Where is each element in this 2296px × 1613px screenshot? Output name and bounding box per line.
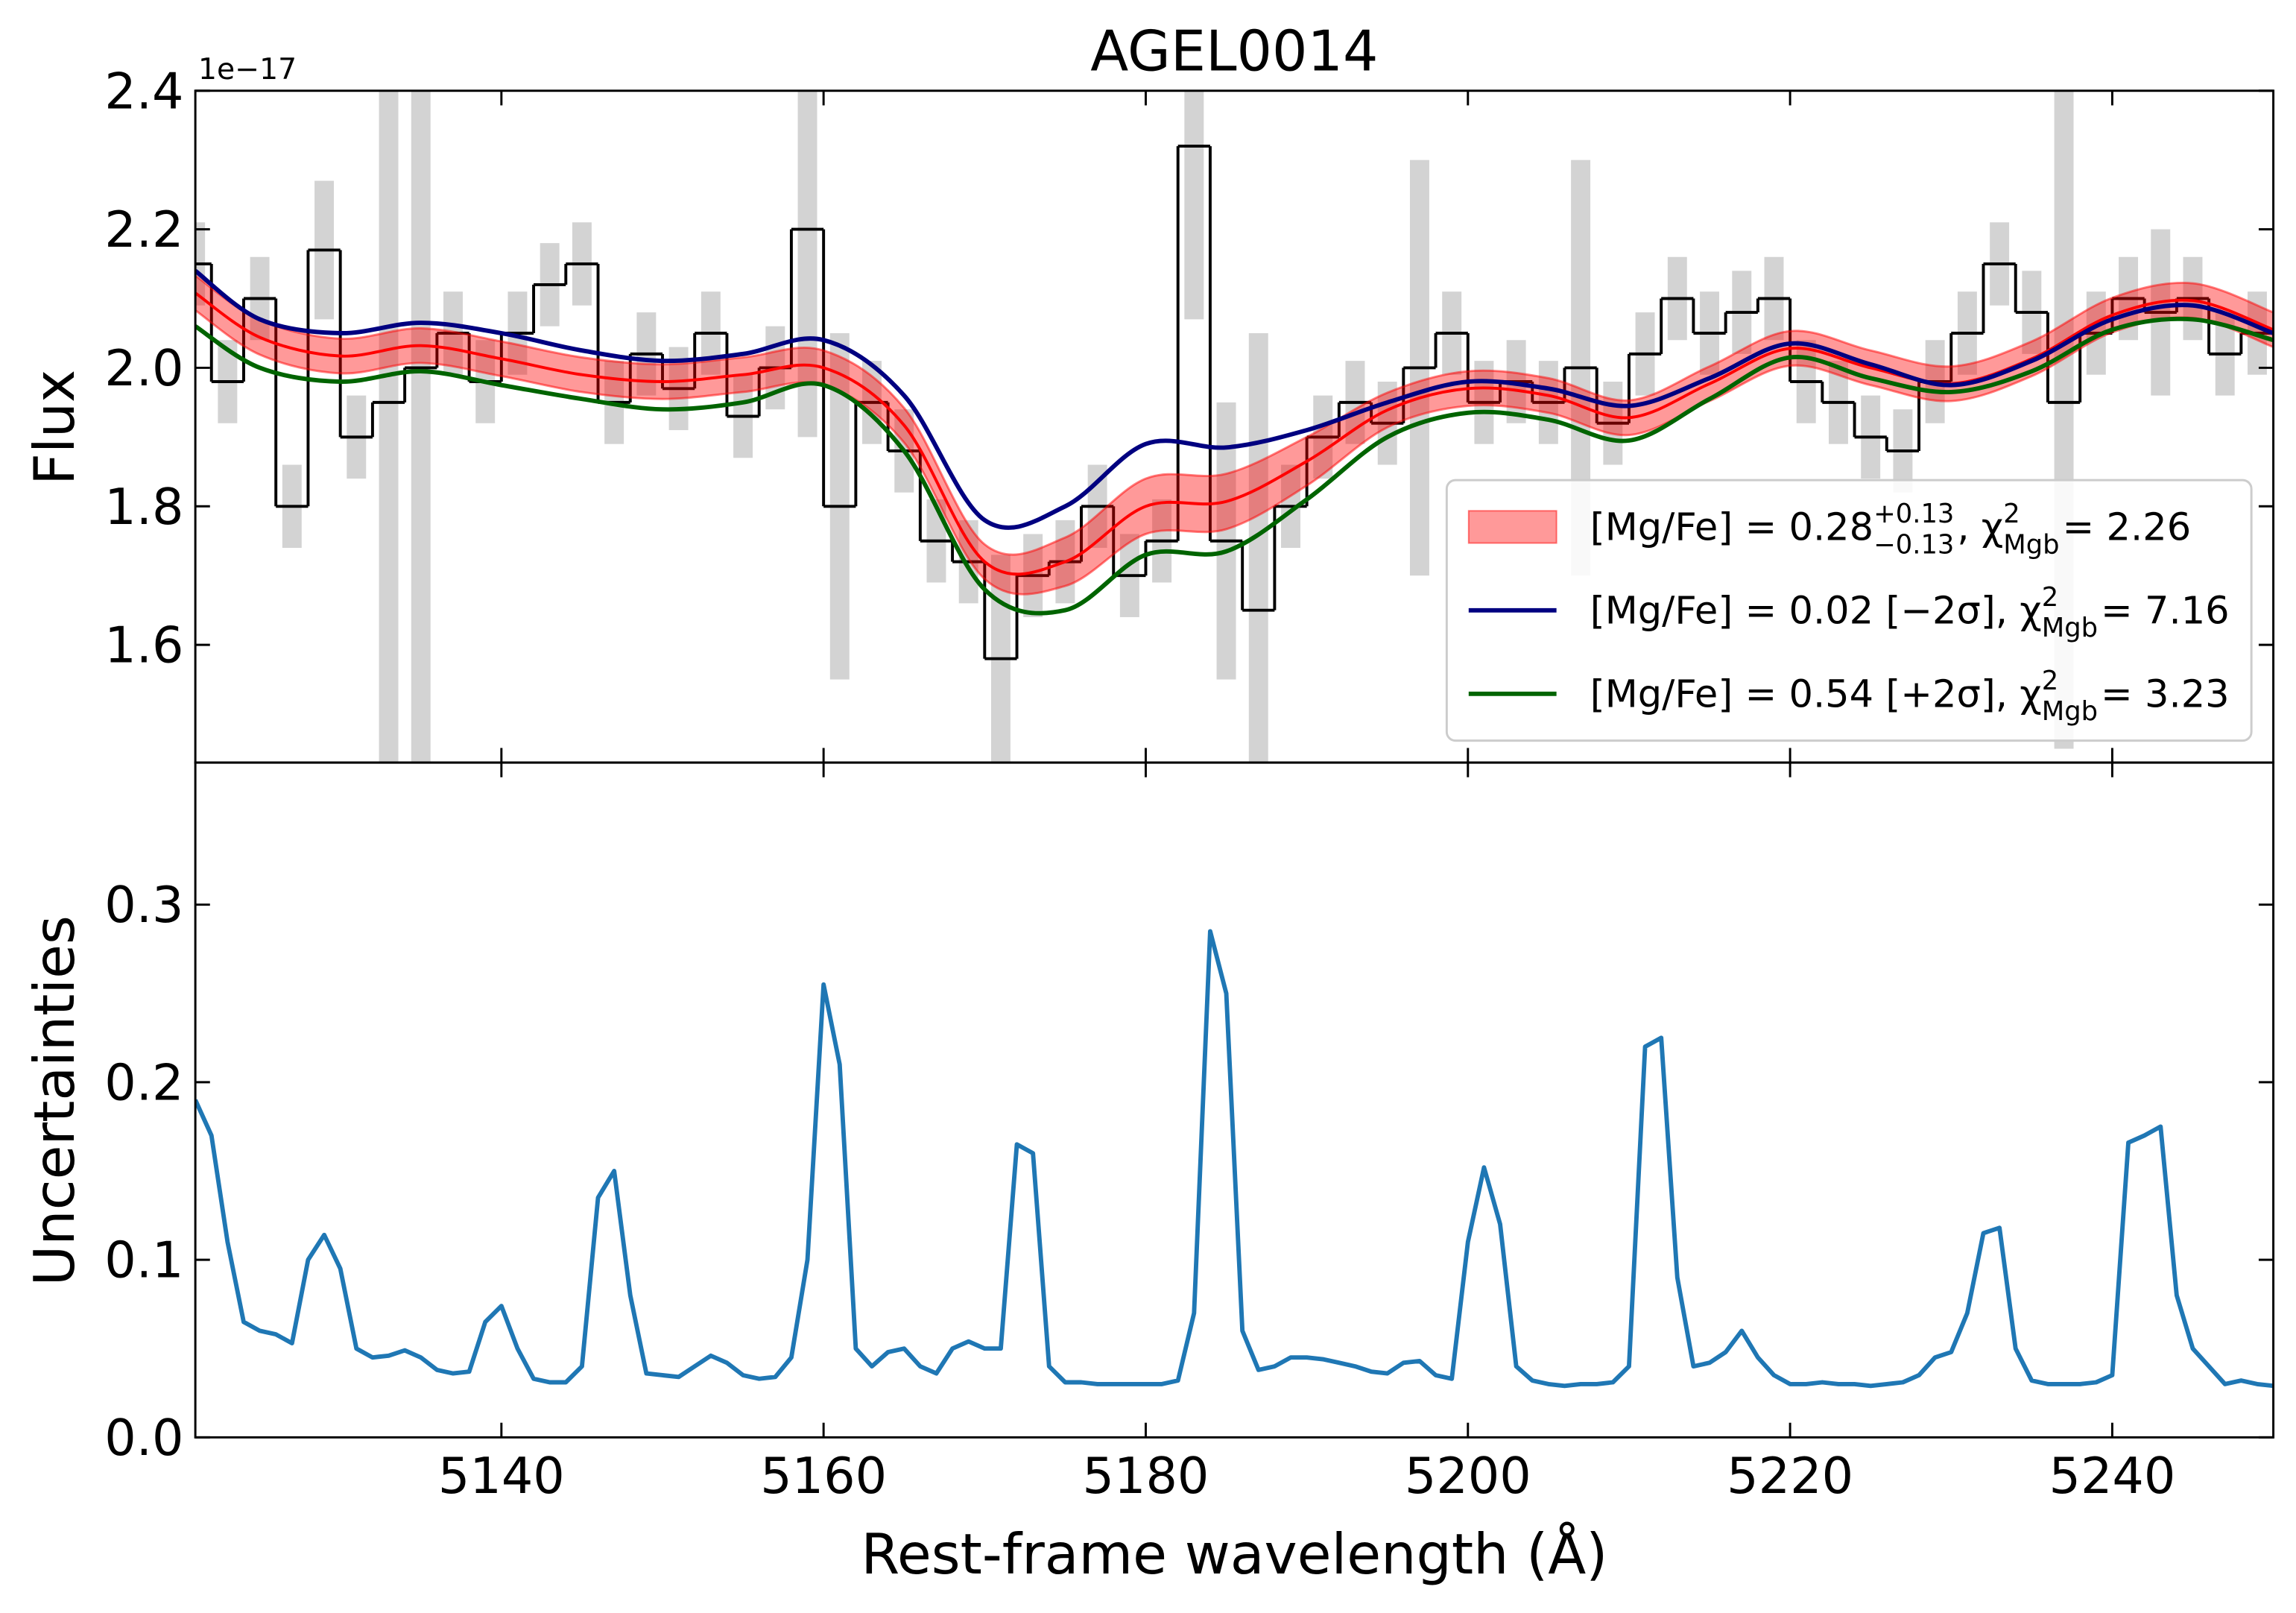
legend-label-sup: 2 <box>2003 499 2020 529</box>
offset-label: 1e−17 <box>198 53 297 86</box>
x-tick-label: 5180 <box>1083 1447 1209 1505</box>
error-bar <box>379 90 399 763</box>
legend-box <box>1445 479 2253 742</box>
x-tick-label: 5220 <box>1727 1447 1853 1505</box>
error-bar <box>411 90 431 763</box>
y-tick-label: 0.2 <box>104 1053 183 1111</box>
y-tick-label: 2.4 <box>104 62 183 120</box>
legend-label: = 2.26 <box>2063 506 2192 550</box>
y-tick-label: 0.3 <box>104 876 183 934</box>
legend-label-sub: Mgb <box>2042 696 2098 727</box>
legend-label-sup: 2 <box>2042 666 2058 696</box>
y-tick-label: 0.0 <box>104 1409 183 1467</box>
y-tick-label: 0.1 <box>104 1231 183 1290</box>
legend-label: , χ <box>1957 506 2003 550</box>
x-tick-label: 5200 <box>1405 1447 1531 1505</box>
legend-label: [Mg/Fe] = 0.54 [+2σ], χ <box>1590 672 2042 716</box>
legend-label-sup: 2 <box>2042 582 2058 613</box>
model-line <box>195 316 2274 616</box>
legend-label-sub: Mgb <box>2042 613 2098 643</box>
legend-label-sub: −0.13 <box>1873 529 1954 560</box>
model-line <box>195 268 2274 530</box>
error-bar <box>1184 90 1204 320</box>
x-tick-label: 5160 <box>760 1447 887 1505</box>
y-tick-label: 2.2 <box>104 201 183 259</box>
y-tick-label: 1.8 <box>104 478 183 536</box>
legend-label: = 3.23 <box>2101 672 2230 716</box>
y-tick-label: 2.0 <box>104 339 183 397</box>
error-bar <box>1248 332 1268 763</box>
bottom-plot <box>195 929 2274 1389</box>
uncertainty-line <box>195 929 2274 1389</box>
y-tick-label: 1.6 <box>104 616 183 675</box>
y-axis-label: Uncertainties <box>22 915 87 1286</box>
error-bar <box>797 90 817 438</box>
top-plot <box>195 90 2274 763</box>
x-tick-label: 5140 <box>438 1447 565 1505</box>
x-axis-label: Rest-frame wavelength (Å) <box>861 1521 1607 1587</box>
y-axis-label: Flux <box>22 370 87 485</box>
legend-label: [Mg/Fe] = 0.28 <box>1590 506 1873 550</box>
legend-swatch <box>1467 510 1557 544</box>
plot-frame <box>194 761 2275 1439</box>
legend-label: [Mg/Fe] = 0.02 [−2σ], χ <box>1590 590 2042 634</box>
legend-label-sup: +0.13 <box>1873 499 1954 529</box>
legend-label: = 7.16 <box>2101 590 2230 634</box>
legend-label-sub: Mgb <box>2003 529 2059 560</box>
chart-title: AGEL0014 <box>1090 19 1378 83</box>
x-tick-label: 5240 <box>2049 1447 2175 1505</box>
